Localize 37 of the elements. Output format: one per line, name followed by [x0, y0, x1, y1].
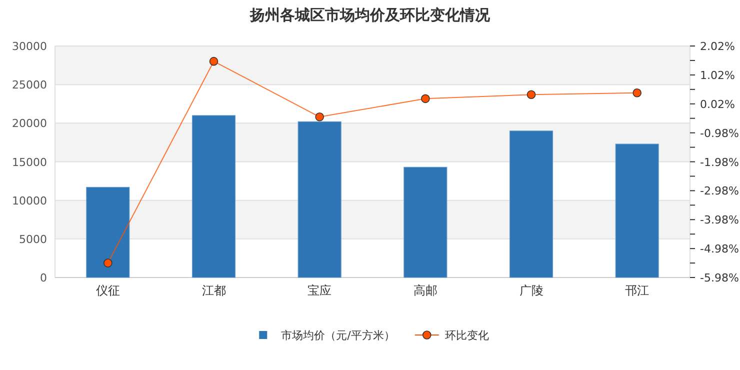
y-tick-label: 0	[40, 272, 47, 284]
legend-label: 环比变化	[444, 329, 489, 342]
y2-tick-label: -2.98%	[700, 184, 739, 198]
y-tick-label: 5000	[19, 232, 47, 246]
y-tick-label: 10000	[12, 194, 47, 208]
point	[421, 94, 430, 104]
y-tick-label: 15000	[12, 156, 47, 169]
x-tick-label: 邗江	[625, 284, 650, 298]
bar	[615, 144, 659, 278]
bar	[509, 130, 554, 278]
y2-tick-label: -4.98%	[700, 242, 739, 256]
y2-tick-label: 0.02%	[700, 98, 735, 111]
bar	[192, 115, 236, 278]
point	[104, 258, 112, 268]
bar	[404, 166, 448, 278]
y2-tick-label: -5.98%	[700, 272, 739, 284]
bar	[86, 186, 130, 278]
x-tick-label: 高邮	[413, 284, 438, 298]
legend-label: 市场均价（元/平方米）	[281, 329, 395, 342]
y2-tick-label: 1.02%	[700, 68, 735, 82]
point	[632, 88, 642, 98]
y2-tick-label: -3.98%	[700, 214, 739, 227]
x-tick-label: 江都	[202, 284, 226, 298]
chart-title: 扬州各城区市场均价及环比变化情况	[249, 6, 491, 24]
bar	[298, 121, 342, 278]
point	[209, 56, 218, 66]
y-tick-label: 30000	[12, 40, 47, 53]
x-tick-label: 仪征	[96, 284, 120, 298]
point	[526, 90, 536, 100]
y2-tick-label: -0.98%	[700, 126, 739, 140]
x-tick-label: 宝应	[308, 284, 332, 298]
point	[315, 112, 324, 122]
x-tick-label: 广陵	[519, 284, 544, 298]
y-tick-label: 20000	[12, 117, 47, 130]
y2-tick-label: 2.02%	[700, 40, 735, 53]
y-tick-label: 25000	[12, 78, 47, 92]
y2-tick-label: -1.98%	[700, 156, 739, 169]
